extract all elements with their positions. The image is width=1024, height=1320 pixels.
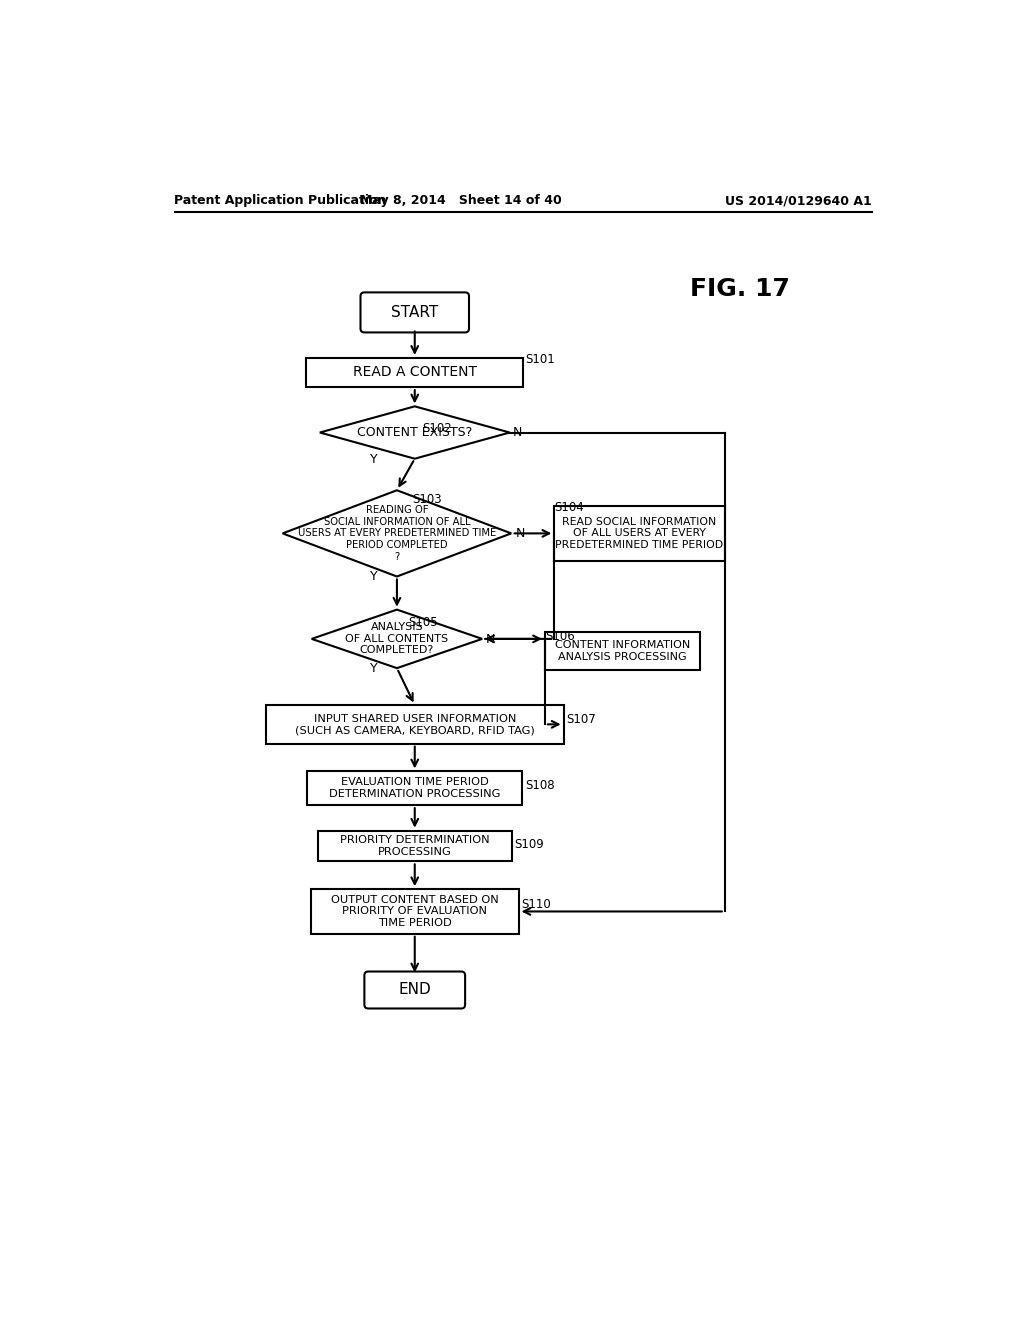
Text: FIG. 17: FIG. 17 <box>690 277 791 301</box>
Bar <box>306 358 523 387</box>
Text: S107: S107 <box>566 713 596 726</box>
Text: S104: S104 <box>554 502 584 513</box>
Text: Y: Y <box>370 453 378 466</box>
Text: May 8, 2014   Sheet 14 of 40: May 8, 2014 Sheet 14 of 40 <box>360 194 562 207</box>
Text: S110: S110 <box>521 898 551 911</box>
Text: CONTENT EXISTS?: CONTENT EXISTS? <box>357 426 472 440</box>
Text: Y: Y <box>370 663 378 675</box>
Bar <box>307 771 522 805</box>
Text: INPUT SHARED USER INFORMATION
(SUCH AS CAMERA, KEYBOARD, RFID TAG): INPUT SHARED USER INFORMATION (SUCH AS C… <box>295 714 535 735</box>
Bar <box>545 632 700 671</box>
Text: S109: S109 <box>514 838 544 851</box>
Text: READING OF
SOCIAL INFORMATION OF ALL
USERS AT EVERY PREDETERMINED TIME
PERIOD CO: READING OF SOCIAL INFORMATION OF ALL USE… <box>298 506 496 561</box>
Text: CONTENT INFORMATION
ANALYSIS PROCESSING: CONTENT INFORMATION ANALYSIS PROCESSING <box>555 640 690 663</box>
Text: READ SOCIAL INFORMATION
OF ALL USERS AT EVERY
PREDETERMINED TIME PERIOD: READ SOCIAL INFORMATION OF ALL USERS AT … <box>555 517 724 550</box>
Bar <box>317 830 512 862</box>
Text: N: N <box>486 632 496 645</box>
Bar <box>554 506 725 561</box>
Text: S105: S105 <box>409 615 438 628</box>
FancyBboxPatch shape <box>365 972 465 1008</box>
Text: EVALUATION TIME PERIOD
DETERMINATION PROCESSING: EVALUATION TIME PERIOD DETERMINATION PRO… <box>329 777 501 799</box>
Text: US 2014/0129640 A1: US 2014/0129640 A1 <box>725 194 872 207</box>
Text: READ A CONTENT: READ A CONTENT <box>352 366 477 379</box>
Polygon shape <box>311 610 482 668</box>
Polygon shape <box>319 407 510 459</box>
Polygon shape <box>283 490 511 577</box>
Text: S108: S108 <box>524 779 554 792</box>
Text: N: N <box>513 426 522 440</box>
Text: START: START <box>391 305 438 319</box>
Text: PRIORITY DETERMINATION
PROCESSING: PRIORITY DETERMINATION PROCESSING <box>340 836 489 857</box>
Text: END: END <box>398 982 431 998</box>
Text: Y: Y <box>370 570 378 583</box>
Text: ANALYSIS
OF ALL CONTENTS
COMPLETED?: ANALYSIS OF ALL CONTENTS COMPLETED? <box>345 622 449 656</box>
Text: S103: S103 <box>413 494 442 507</box>
FancyBboxPatch shape <box>360 293 469 333</box>
Bar <box>311 890 518 933</box>
Text: N: N <box>515 527 525 540</box>
Text: S106: S106 <box>545 630 574 643</box>
Text: OUTPUT CONTENT BASED ON
PRIORITY OF EVALUATION
TIME PERIOD: OUTPUT CONTENT BASED ON PRIORITY OF EVAL… <box>331 895 499 928</box>
Text: S101: S101 <box>525 354 555 367</box>
Text: Patent Application Publication: Patent Application Publication <box>174 194 387 207</box>
Text: S102: S102 <box>423 422 453 434</box>
Bar <box>265 705 564 743</box>
